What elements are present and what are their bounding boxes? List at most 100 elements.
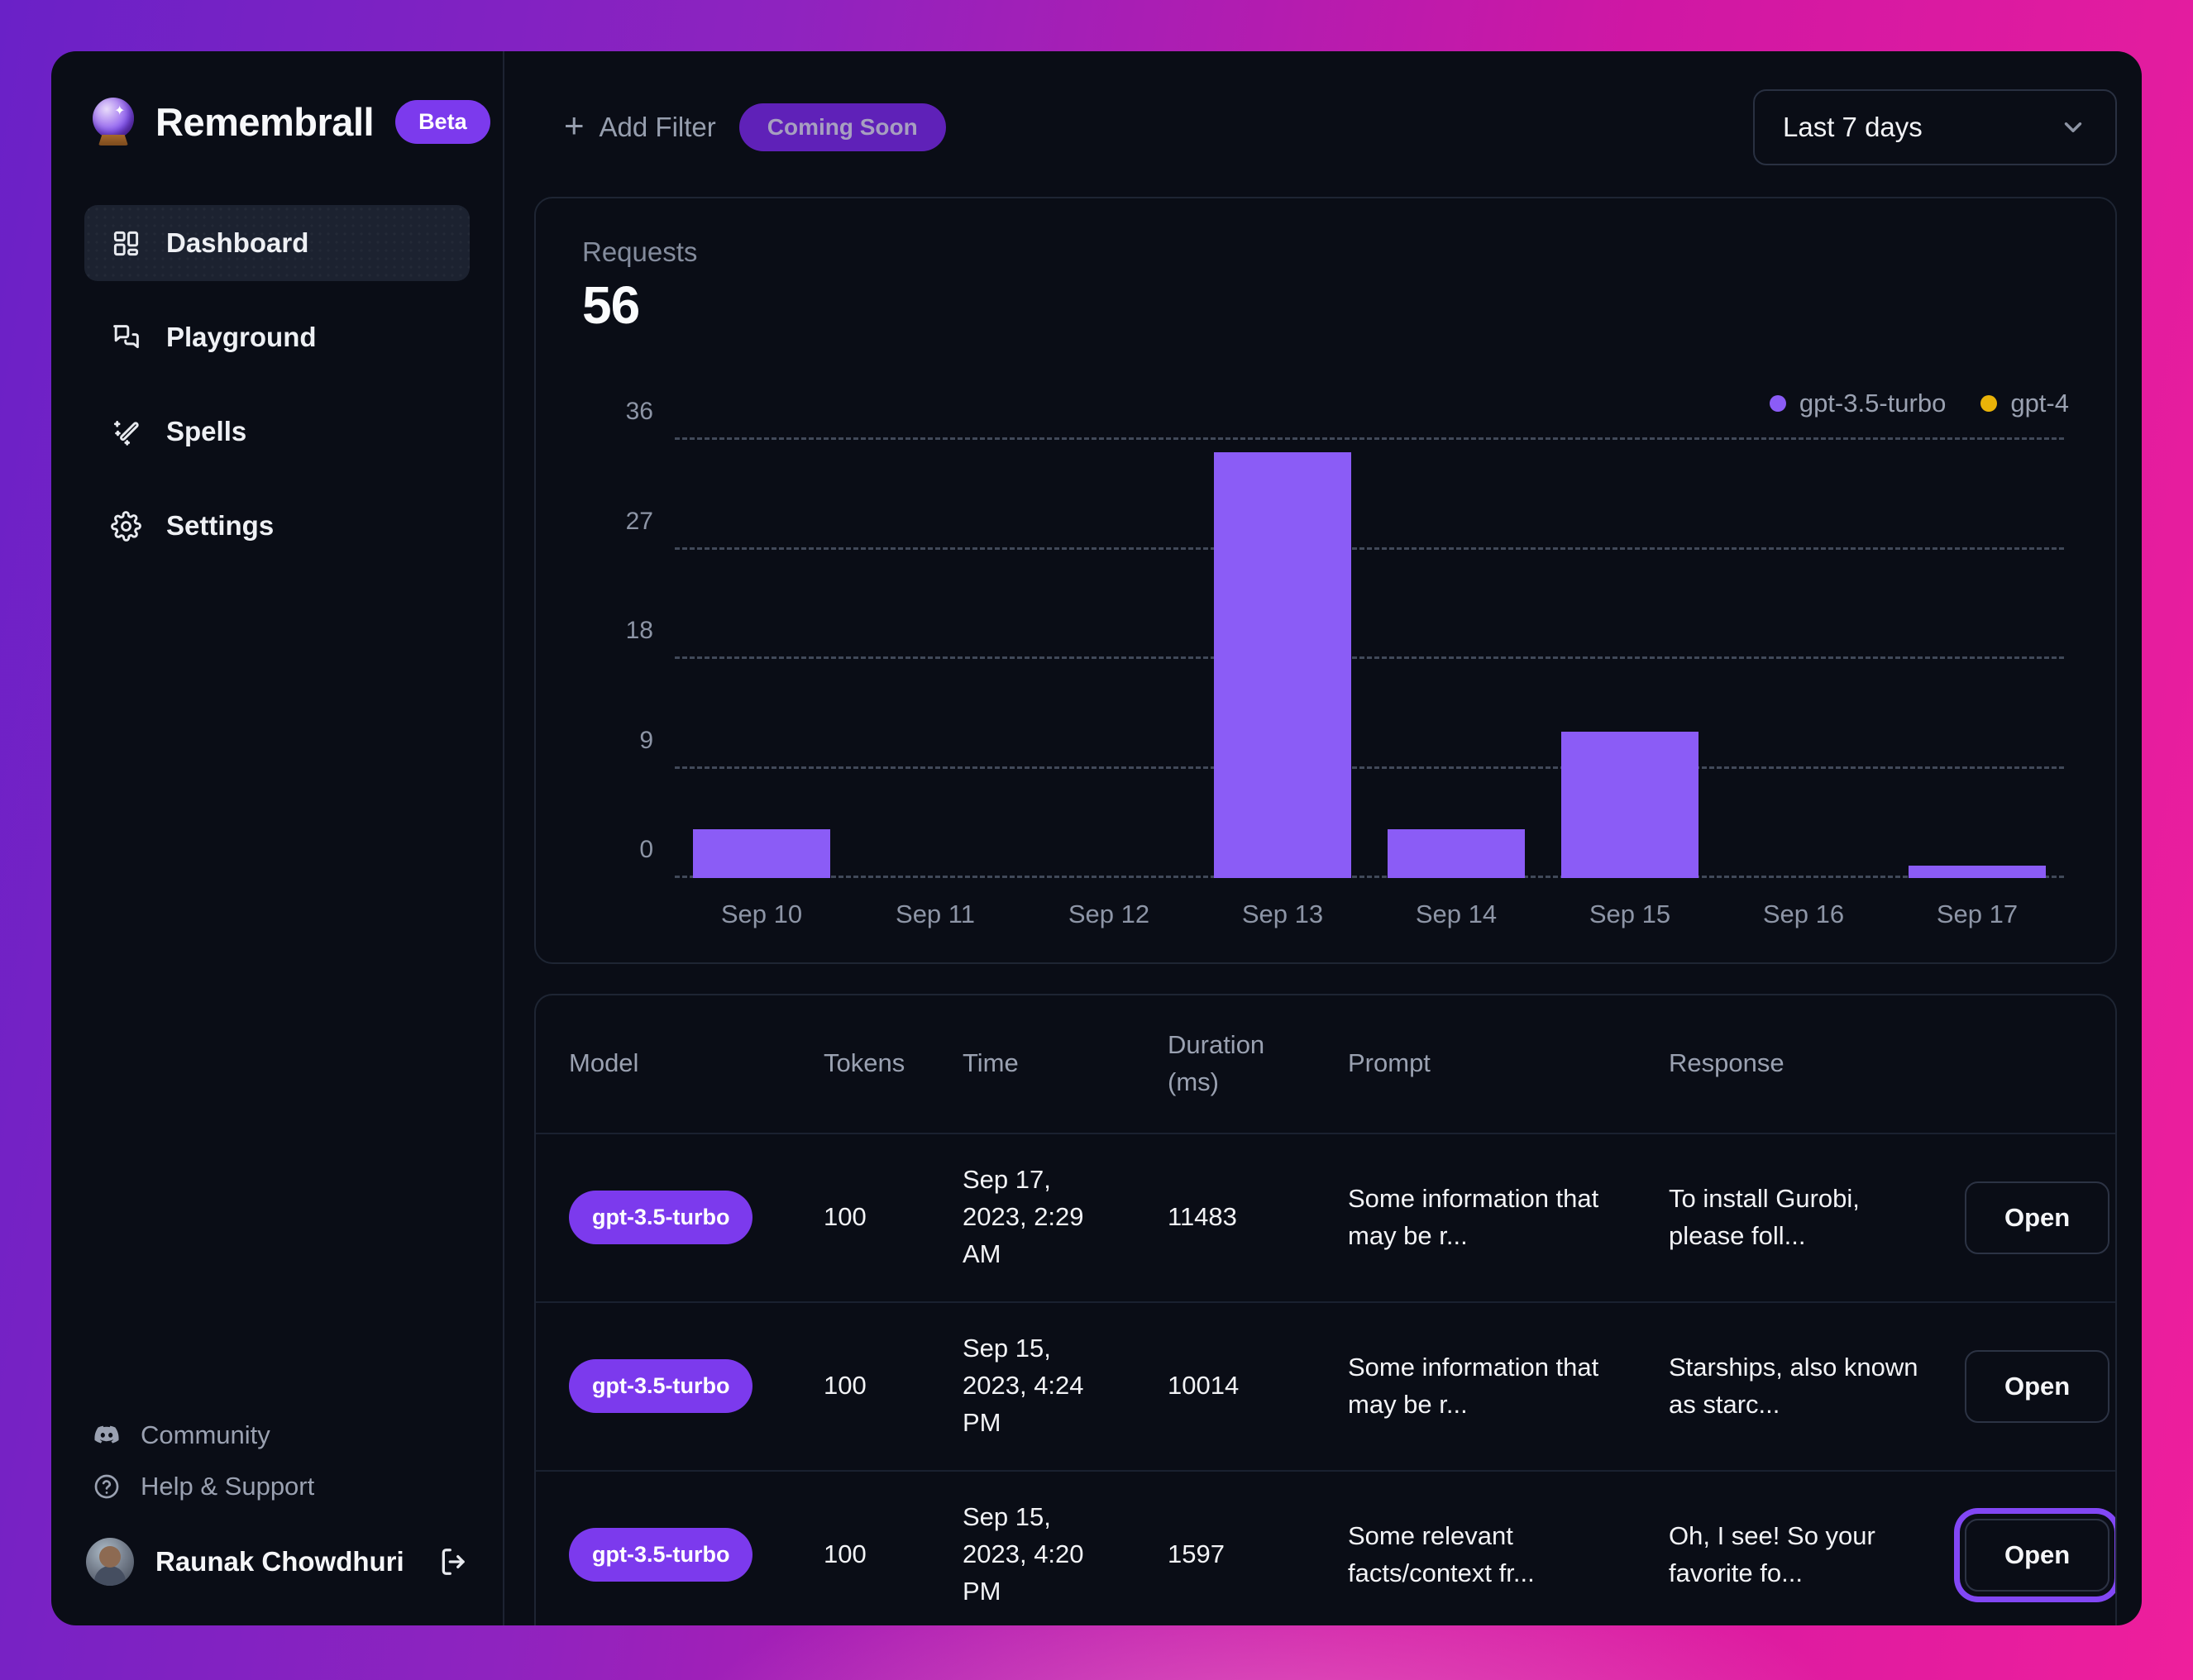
- footer-link-community[interactable]: Community: [93, 1420, 470, 1450]
- open-button[interactable]: Open: [1965, 1518, 2110, 1592]
- column-header-time: Time: [963, 1048, 1019, 1078]
- prompt-cell: Some information that may be r...: [1348, 1352, 1599, 1419]
- bar-column-sep-15: [1543, 440, 1717, 878]
- y-tick-label: 36: [625, 398, 653, 425]
- x-axis-labels: Sep 10 Sep 11 Sep 12 Sep 13 Sep 14 Sep 15 Sep …: [675, 900, 2064, 929]
- crystal-ball-icon: ✦: [89, 98, 137, 146]
- logout-icon[interactable]: [438, 1546, 470, 1577]
- gridline-0: [675, 876, 2064, 878]
- avatar: [86, 1538, 134, 1586]
- model-badge: gpt-3.5-turbo: [569, 1359, 753, 1414]
- x-tick-label: Sep 16: [1762, 900, 1845, 928]
- column-header-model: Model: [569, 1048, 639, 1078]
- prompt-cell: Some information that may be r...: [1348, 1183, 1599, 1250]
- bar-gpt-3.5-turbo: [1561, 732, 1698, 878]
- gridline-36: [675, 437, 2064, 440]
- legend-label: gpt-4: [2010, 389, 2069, 418]
- sidebar-footer: Community Help & Support: [84, 1420, 470, 1501]
- column-header-tokens: Tokens: [824, 1048, 905, 1078]
- app-window: ✦ Remembrall Beta Dashboard Playground Spe…: [51, 51, 2142, 1625]
- column-header-duration-ms-: Duration (ms): [1168, 1030, 1265, 1096]
- tokens-cell: 100: [824, 1202, 867, 1232]
- model-badge: gpt-3.5-turbo: [569, 1528, 753, 1582]
- column-header-prompt: Prompt: [1348, 1048, 1431, 1078]
- sidebar-item-settings[interactable]: Settings: [84, 488, 470, 564]
- bar-gpt-3.5-turbo: [693, 829, 830, 878]
- requests-chart-card: Requests 56 gpt-3.5-turbo gpt-4 0 9 18 27 36 …: [534, 197, 2117, 964]
- duration-cell: 10014: [1168, 1371, 1240, 1401]
- x-tick-label: Sep 13: [1241, 900, 1324, 928]
- time-cell: Sep 15, 2023, 4:20 PM: [963, 1502, 1084, 1606]
- user-name: Raunak Chowdhuri: [155, 1546, 404, 1577]
- open-button[interactable]: Open: [1965, 1349, 2110, 1423]
- y-tick-label: 18: [625, 617, 653, 644]
- sidebar-item-spells[interactable]: Spells: [84, 394, 470, 470]
- gridline-27: [675, 546, 2064, 550]
- duration-cell: 1597: [1168, 1539, 1225, 1569]
- chart-legend: gpt-3.5-turbo gpt-4: [582, 389, 2069, 418]
- x-tick-label: Sep 15: [1589, 900, 1671, 928]
- duration-cell: 11483: [1168, 1202, 1237, 1232]
- metric-label: Requests: [582, 236, 698, 267]
- magic-wand-icon: [111, 417, 141, 447]
- dashboard-grid-icon: [111, 228, 141, 259]
- model-badge: gpt-3.5-turbo: [569, 1191, 753, 1245]
- table-header-row: Model Tokens Time Duration (ms) Prompt Respon…: [536, 995, 2115, 1133]
- sidebar-item-label: Dashboard: [166, 227, 309, 258]
- x-tick-label: Sep 14: [1415, 900, 1498, 928]
- prompt-cell: Some relevant facts/context fr...: [1348, 1520, 1535, 1587]
- bar-gpt-3.5-turbo: [1388, 829, 1525, 878]
- x-tick-label: Sep 12: [1068, 900, 1150, 928]
- add-filter-button[interactable]: + Add Filter: [534, 108, 716, 143]
- footer-link-help-support[interactable]: Help & Support: [93, 1472, 470, 1501]
- x-tick-label: Sep 17: [1936, 900, 2019, 928]
- table-row: gpt-3.5-turbo 100 Sep 15, 2023, 4:20 PM 159…: [536, 1469, 2115, 1625]
- tokens-cell: 100: [824, 1371, 867, 1401]
- gridline-9: [675, 766, 2064, 769]
- bar-column-sep-14: [1369, 440, 1543, 878]
- time-cell: Sep 17, 2023, 2:29 AM: [963, 1165, 1084, 1269]
- table-row: gpt-3.5-turbo 100 Sep 15, 2023, 4:24 PM 100…: [536, 1301, 2115, 1470]
- x-tick-label: Sep 10: [720, 900, 803, 928]
- bar-column-sep-12: [1022, 440, 1196, 878]
- coming-soon-badge: Coming Soon: [738, 103, 946, 151]
- y-tick-label: 27: [625, 507, 653, 535]
- footer-link-label: Help & Support: [141, 1472, 315, 1501]
- help-circle-icon: [93, 1472, 121, 1501]
- open-button[interactable]: Open: [1965, 1181, 2110, 1254]
- plus-icon: +: [564, 106, 585, 145]
- legend-dot: [1980, 395, 1998, 412]
- metric-value: 56: [582, 275, 640, 335]
- sidebar-nav: Dashboard Playground Spells Settings: [84, 205, 470, 564]
- topbar: + Add Filter Coming Soon Last 7 days: [534, 83, 2117, 172]
- time-cell: Sep 15, 2023, 4:24 PM: [963, 1334, 1084, 1438]
- bar-column-sep-17: [1890, 440, 2064, 878]
- tokens-cell: 100: [824, 1539, 867, 1569]
- bars-layer: [675, 440, 2064, 878]
- legend-item-gpt-3.5-turbo: gpt-3.5-turbo: [1769, 389, 1947, 418]
- main-content: + Add Filter Coming Soon Last 7 days Req…: [504, 51, 2142, 1625]
- sidebar-item-playground[interactable]: Playground: [84, 299, 470, 375]
- table-body: gpt-3.5-turbo 100 Sep 17, 2023, 2:29 AM 114…: [536, 1132, 2115, 1625]
- gridline-18: [675, 656, 2064, 659]
- sidebar-item-dashboard[interactable]: Dashboard: [84, 205, 470, 281]
- app-title: Remembrall: [155, 99, 375, 144]
- bar-column-sep-16: [1717, 440, 1890, 878]
- legend-dot: [1769, 395, 1786, 412]
- chat-bubbles-icon: [111, 322, 141, 353]
- sidebar-item-label: Playground: [166, 322, 317, 352]
- requests-table-card: Model Tokens Time Duration (ms) Prompt Respon…: [534, 994, 2117, 1625]
- sidebar-item-label: Spells: [166, 416, 247, 446]
- response-cell: To install Gurobi, please foll...: [1669, 1183, 1860, 1250]
- bar-gpt-3.5-turbo: [1909, 866, 2046, 878]
- legend-label: gpt-3.5-turbo: [1799, 389, 1947, 418]
- bar-column-sep-13: [1196, 440, 1369, 878]
- add-filter-label: Add Filter: [599, 112, 716, 142]
- date-range-select[interactable]: Last 7 days: [1753, 89, 2117, 165]
- bar-column-sep-11: [848, 440, 1022, 878]
- bar-chart: 0 9 18 27 36: [582, 398, 2069, 878]
- date-range-value: Last 7 days: [1783, 112, 1923, 142]
- response-cell: Oh, I see! So your favorite fo...: [1669, 1520, 1875, 1587]
- logo-row: ✦ Remembrall Beta: [84, 98, 490, 146]
- bar-gpt-3.5-turbo: [1214, 451, 1351, 878]
